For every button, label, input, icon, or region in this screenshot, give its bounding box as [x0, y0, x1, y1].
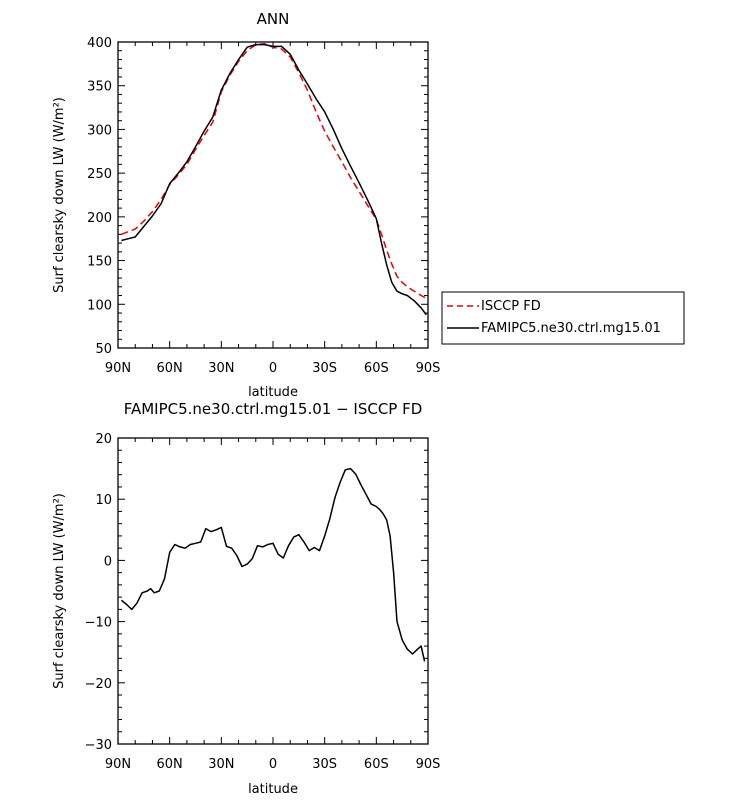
bottom-series-group [120, 467, 426, 662]
legend: ISCCP FD FAMIPC5.ne30.ctrl.mg15.01 [441, 291, 685, 345]
bottom-x-tick-label: 0 [269, 757, 277, 772]
top-x-tick-label: 60N [157, 361, 183, 376]
bottom-x-tick-label: 60S [364, 757, 389, 772]
top-series-line-0 [121, 42, 427, 299]
top-axis-ticks [117, 41, 429, 349]
bottom-y-axis-label: Surf clearsky down LW (W/m²) [52, 493, 67, 689]
top-y-tick-label: 200 [87, 211, 112, 226]
bottom-y-tick-label: 10 [95, 493, 112, 508]
top-y-tick-labels: 50 100 150 200 250 300 350 400 [87, 36, 112, 357]
top-y-tick-label: 250 [87, 167, 112, 182]
bottom-chart-title: FAMIPC5.ne30.ctrl.mg15.01 − ISCCP FD [124, 400, 423, 418]
bottom-y-tick-label: −10 [85, 616, 112, 631]
bottom-x-axis-label: latitude [248, 782, 298, 797]
bottom-x-tick-label: 30S [312, 757, 337, 772]
top-chart-title: ANN [257, 10, 290, 28]
bottom-x-tick-labels: 90N 60N 30N 0 30S 60S 90S [105, 757, 441, 772]
bottom-y-tick-label: −20 [85, 677, 112, 692]
bottom-y-tick-label: −30 [85, 738, 112, 753]
top-x-axis-label: latitude [248, 385, 298, 400]
legend-label-isccp-fd: ISCCP FD [481, 299, 541, 314]
top-y-tick-label: 100 [87, 298, 112, 313]
top-y-tick-label: 350 [87, 80, 112, 95]
bottom-panel: FAMIPC5.ne30.ctrl.mg15.01 − ISCCP FD −30… [52, 400, 440, 797]
top-y-axis-label: Surf clearsky down LW (W/m²) [52, 97, 67, 293]
top-panel: ANN 50 100 150 200 250 300 350 400 90N 60N 30N 0 30… [52, 10, 685, 400]
bottom-series-line-0 [120, 467, 426, 662]
bottom-x-tick-label: 90S [416, 757, 441, 772]
bottom-plot-frame [117, 437, 429, 745]
top-y-tick-label: 150 [87, 255, 112, 270]
bottom-x-tick-label: 60N [157, 757, 183, 772]
bottom-y-tick-labels: −30 −20 −10 0 10 20 [85, 432, 112, 753]
top-x-tick-label: 90N [105, 361, 131, 376]
top-y-tick-label: 400 [87, 36, 112, 51]
top-series-line-1 [121, 43, 427, 316]
top-x-tick-labels: 90N 60N 30N 0 30S 60S 90S [105, 361, 441, 376]
legend-label-famipc5: FAMIPC5.ne30.ctrl.mg15.01 [481, 321, 661, 336]
bottom-y-tick-label: 20 [95, 432, 112, 447]
bottom-x-tick-label: 90N [105, 757, 131, 772]
legend-box [441, 291, 685, 345]
bottom-axis-ticks [117, 437, 429, 745]
top-x-tick-label: 90S [416, 361, 441, 376]
bottom-x-tick-label: 30N [208, 757, 234, 772]
top-y-tick-label: 300 [87, 123, 112, 138]
bottom-y-tick-label: 0 [104, 554, 112, 569]
top-x-tick-label: 30N [208, 361, 234, 376]
top-x-tick-label: 0 [269, 361, 277, 376]
top-x-tick-label: 60S [364, 361, 389, 376]
top-x-tick-label: 30S [312, 361, 337, 376]
top-y-tick-label: 50 [95, 342, 112, 357]
top-series-group [121, 42, 427, 316]
